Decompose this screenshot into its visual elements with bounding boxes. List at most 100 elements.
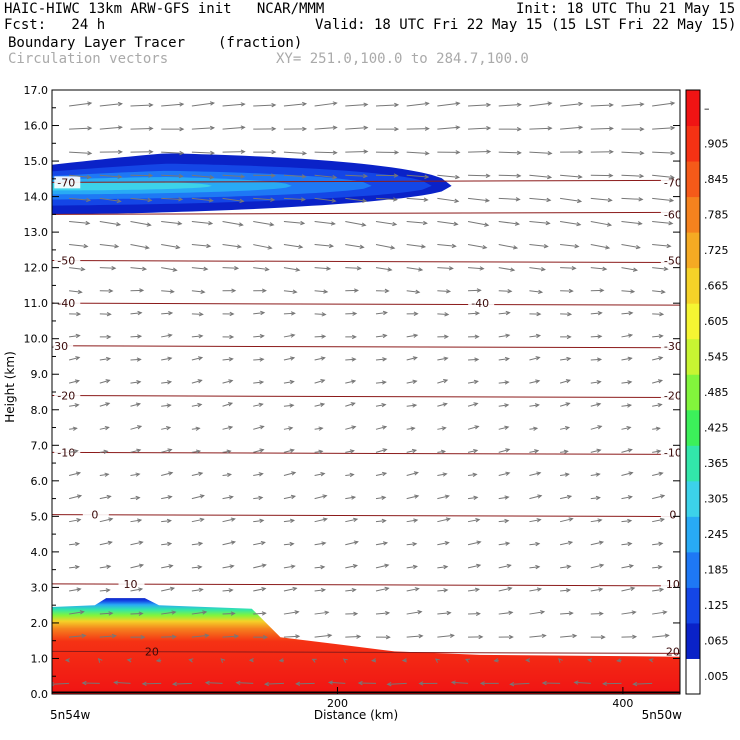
colorbar-swatch xyxy=(686,125,700,162)
circulation-vector-head xyxy=(270,197,276,202)
x-end-label-right: 5n50w xyxy=(642,708,683,722)
circulation-vector xyxy=(437,634,454,638)
circulation-vector xyxy=(467,449,478,453)
circulation-vector xyxy=(253,541,265,546)
circulation-vector-head xyxy=(230,540,237,545)
isotherm-label-bg xyxy=(660,254,680,267)
circulation-vector-head xyxy=(76,311,82,317)
circulation-vector-head xyxy=(195,426,201,431)
circulation-vector xyxy=(69,543,79,546)
circulation-vector-head xyxy=(475,518,481,523)
isotherm-label: -20 xyxy=(57,390,75,403)
circulation-vector xyxy=(130,541,143,546)
circulation-vector xyxy=(191,450,201,453)
circulation-vector-head xyxy=(105,379,111,384)
circulation-vector xyxy=(467,380,478,384)
circulation-vector-head xyxy=(536,587,543,592)
y-tick-label: 0.0 xyxy=(31,688,49,701)
circulation-vector xyxy=(283,244,303,248)
circulation-vector xyxy=(191,379,202,384)
circulation-vector xyxy=(621,103,644,107)
circulation-vector-head xyxy=(106,311,112,317)
circulation-vector-head xyxy=(474,587,481,593)
circulation-vector xyxy=(130,588,143,592)
circulation-vector xyxy=(314,589,325,592)
circulation-vector-head xyxy=(508,634,514,640)
circulation-vector-head xyxy=(167,541,173,547)
circulation-vector xyxy=(560,357,571,361)
circulation-vector xyxy=(222,541,236,546)
circulation-vector-head xyxy=(168,564,174,569)
circulation-vector-head xyxy=(476,288,482,293)
circulation-vector xyxy=(437,220,458,225)
circulation-vector-head xyxy=(332,125,338,130)
circulation-vector xyxy=(253,449,264,453)
circulation-vector-head xyxy=(669,174,675,180)
circulation-vector xyxy=(406,244,425,248)
isotherm-label: 10 xyxy=(124,578,138,591)
circulation-vector-head xyxy=(135,472,141,477)
circulation-vector-head xyxy=(455,101,461,106)
circulation-vector-head xyxy=(278,658,284,663)
circulation-vector-head xyxy=(639,102,645,107)
circulation-vector-head xyxy=(412,356,418,361)
circulation-vector xyxy=(560,197,582,202)
circulation-vector xyxy=(621,220,642,225)
circulation-vector-head xyxy=(106,564,112,569)
circulation-vector-head xyxy=(632,681,638,687)
circulation-vector-head xyxy=(414,587,420,592)
circulation-vector-head xyxy=(229,564,235,569)
circulation-vector-head xyxy=(291,471,297,476)
circulation-vector-head xyxy=(505,310,511,316)
circulation-vector-head xyxy=(342,658,348,663)
circulation-vector xyxy=(142,682,162,685)
circulation-vector xyxy=(130,497,140,500)
circulation-vector-head xyxy=(628,471,634,476)
circulation-vector-head xyxy=(86,174,92,180)
circulation-vector-head xyxy=(259,380,265,385)
y-tick-label: 6.0 xyxy=(31,475,49,488)
circulation-vector xyxy=(406,472,418,476)
circulation-vector xyxy=(69,611,84,615)
circulation-vector-head xyxy=(599,288,605,293)
circulation-vector xyxy=(191,472,203,476)
circulation-vector-head xyxy=(326,266,332,271)
circulation-vector-head xyxy=(509,681,515,687)
circulation-vector-head xyxy=(74,541,81,547)
circulation-vector-head xyxy=(630,289,636,294)
circulation-vector-head xyxy=(423,197,429,202)
circulation-vector xyxy=(222,358,233,361)
circulation-vector-head xyxy=(536,518,542,523)
circulation-vector-head xyxy=(234,265,240,271)
circulation-vector-head xyxy=(546,197,552,203)
circulation-vector xyxy=(161,496,172,500)
circulation-vector-head xyxy=(455,150,461,155)
circulation-vector-head xyxy=(351,334,357,340)
circulation-vector-head xyxy=(271,102,277,108)
circulation-vector-head xyxy=(352,311,358,316)
circulation-vector xyxy=(652,197,674,202)
circulation-vector xyxy=(621,267,637,271)
circulation-vector xyxy=(498,290,512,292)
circulation-vector-head xyxy=(568,517,574,522)
circulation-vector xyxy=(621,449,632,453)
x-tick-label: 200 xyxy=(327,697,348,710)
circulation-vector xyxy=(590,473,600,476)
circulation-vector-head xyxy=(197,379,203,384)
circulation-vector-head xyxy=(148,102,154,108)
circulation-vector xyxy=(652,634,669,638)
circulation-vector xyxy=(99,612,113,615)
circulation-vector xyxy=(191,357,203,361)
circulation-vector xyxy=(652,102,675,107)
circulation-vector-head xyxy=(382,541,389,546)
circulation-vector xyxy=(314,220,335,225)
circulation-vector-head xyxy=(424,101,430,106)
circulation-vector xyxy=(191,518,204,523)
circulation-vector-head xyxy=(197,565,203,570)
circulation-vector xyxy=(191,220,213,225)
circulation-vector xyxy=(69,588,81,592)
colorbar-frame xyxy=(685,89,701,695)
circulation-vector xyxy=(590,497,600,500)
circulation-vector xyxy=(406,611,422,615)
circulation-vector-head xyxy=(139,288,145,293)
